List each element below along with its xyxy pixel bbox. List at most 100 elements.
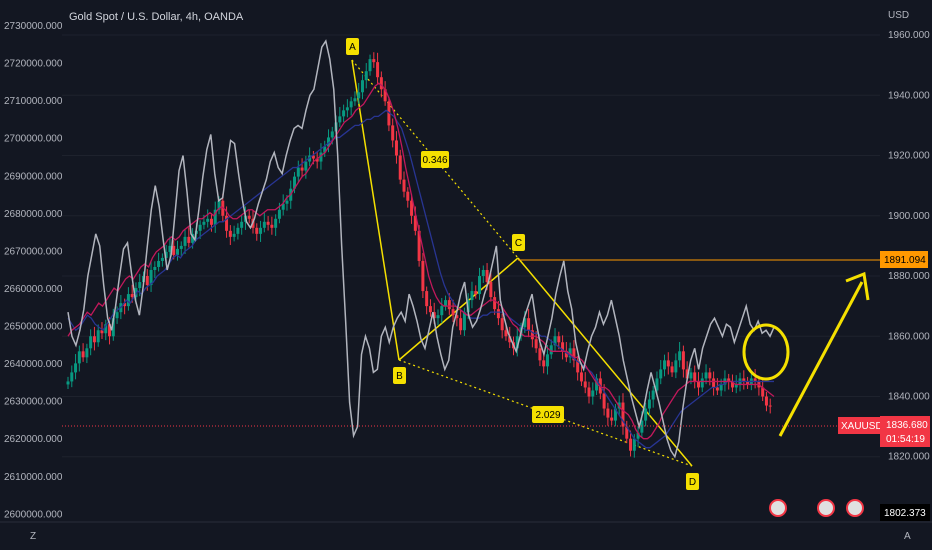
candle-body	[451, 309, 455, 316]
pattern-point-label: B	[396, 371, 403, 382]
candle-body	[606, 408, 610, 418]
candle-body	[259, 227, 263, 234]
candle-body	[228, 230, 232, 237]
candle-body	[527, 318, 531, 331]
candle-body	[123, 303, 127, 307]
candle-body	[538, 348, 542, 361]
current-price: 1836.680	[886, 420, 928, 431]
candle-body	[274, 218, 278, 228]
candle-body	[172, 245, 176, 255]
candle-body	[666, 360, 670, 367]
candle-body	[349, 101, 353, 108]
candle-body	[240, 221, 244, 228]
us-flag-icon[interactable]	[817, 499, 835, 517]
pattern-point-badge	[393, 367, 406, 384]
right-tick-label: 1900.000	[888, 211, 930, 222]
candle-body	[719, 384, 723, 391]
candle-body	[108, 324, 112, 337]
pattern-point-badge	[346, 38, 359, 55]
candle-body	[674, 360, 678, 373]
candle-body	[610, 417, 614, 421]
candle-body	[126, 294, 130, 307]
a-label[interactable]: A	[904, 531, 911, 542]
candle-body	[285, 200, 289, 204]
candle-body	[647, 399, 651, 409]
candle-body	[81, 351, 85, 358]
candle-body	[394, 140, 398, 156]
candle-body	[579, 372, 583, 382]
us-flag-icon[interactable]	[769, 499, 787, 517]
candle-body	[364, 71, 368, 81]
candle-body	[440, 306, 444, 316]
price-badge	[880, 416, 930, 447]
symbol-badge	[838, 417, 880, 434]
candle-body	[379, 77, 383, 90]
candle-body	[670, 366, 674, 373]
candle-body	[360, 80, 364, 93]
candle-body	[678, 351, 682, 361]
bottom-price-badge	[880, 504, 930, 521]
candle-body	[402, 179, 406, 192]
left-tick-label: 2690000.000	[4, 171, 63, 182]
candle-body	[489, 282, 493, 298]
candle-body	[376, 62, 380, 78]
candle-body	[591, 390, 595, 397]
candle-body	[406, 191, 410, 201]
candle-body	[338, 116, 342, 123]
candle-body	[659, 369, 663, 379]
projection-label: 1891.094	[884, 255, 926, 266]
z-label[interactable]: Z	[30, 531, 36, 542]
candle-body	[115, 312, 119, 319]
series-lines	[67, 39, 775, 459]
left-tick-label: 2600000.000	[4, 509, 63, 520]
candle-body	[428, 306, 432, 313]
us-flag-icon[interactable]	[846, 499, 864, 517]
candle-body	[432, 312, 436, 319]
left-tick-label: 2640000.000	[4, 359, 63, 370]
candle-body	[696, 381, 700, 388]
candle-body	[247, 215, 251, 219]
candle-body	[572, 348, 576, 361]
candle-body	[493, 297, 497, 310]
highlight-circle	[742, 323, 790, 381]
candle-body	[111, 318, 115, 337]
right-tick-label: 1940.000	[888, 90, 930, 101]
candle-body	[693, 372, 697, 382]
candle-body	[549, 345, 553, 355]
ma-blue-line	[67, 109, 774, 449]
candle-body	[232, 233, 236, 237]
candle-body	[353, 98, 357, 102]
candle-body	[663, 360, 667, 370]
candle-body	[436, 315, 440, 319]
candle-body	[632, 438, 636, 451]
left-tick-label: 2680000.000	[4, 209, 63, 220]
candle-body	[168, 245, 172, 252]
candle-body	[153, 266, 157, 270]
candle-body	[145, 276, 149, 286]
candle-body	[266, 221, 270, 225]
candle-body	[164, 251, 168, 258]
candle-body	[523, 318, 527, 328]
candle-body	[462, 312, 466, 331]
candle-body	[553, 336, 557, 346]
candle-body	[730, 381, 734, 388]
candle-body	[383, 89, 387, 102]
candle-body	[398, 155, 402, 180]
candle-body	[557, 336, 561, 343]
symbol-label: XAUUSD	[841, 421, 883, 432]
right-tick-label: 1960.000	[888, 30, 930, 41]
candle-body	[561, 342, 565, 352]
candle-body	[764, 396, 768, 406]
candle-body	[206, 218, 210, 222]
candle-body	[138, 282, 142, 289]
candle-body	[300, 167, 304, 171]
candle-body	[187, 236, 191, 243]
candle-body	[655, 378, 659, 391]
candle-body	[293, 176, 297, 189]
candle-body	[236, 227, 240, 234]
candle-body	[700, 378, 704, 388]
candle-body	[485, 269, 489, 283]
candle-body	[595, 378, 599, 391]
candle-body	[689, 372, 693, 379]
